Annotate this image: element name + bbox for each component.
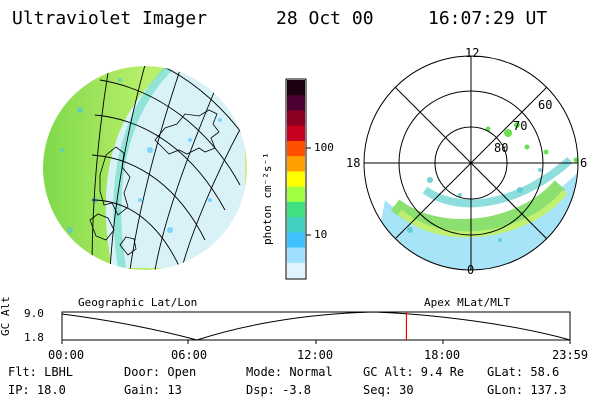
- timeline-xtick-0600: 06:00: [171, 348, 208, 362]
- mlt-label-0: 0: [467, 263, 475, 277]
- info-door: Door: Open: [124, 365, 197, 379]
- colorbar-cell: [287, 171, 305, 188]
- instrument-title: Ultraviolet Imager: [12, 8, 208, 29]
- colorbar-unit-label: photon cm⁻²s⁻¹: [261, 152, 274, 245]
- mlt-label-6: 6: [580, 156, 588, 170]
- info-glon: GLon: 137.3: [487, 383, 567, 397]
- colorbar-cell: [287, 110, 305, 127]
- date-label: 28 Oct 00: [276, 8, 374, 29]
- lat-label-60: 60: [538, 98, 553, 112]
- mlt-label-12: 12: [465, 46, 480, 60]
- geographic-image: [43, 66, 247, 270]
- colorbar-cell: [287, 125, 305, 142]
- colorbar-cell: [287, 232, 305, 249]
- colorbar-cell: [287, 186, 305, 203]
- polar-image: [363, 55, 579, 271]
- info-gain: Gain: 13: [124, 383, 182, 397]
- colorbar-cell: [287, 262, 305, 279]
- timeline-ytick-9: 9.0: [24, 307, 44, 320]
- colorbar-cell: [287, 156, 305, 172]
- colorbar-cell: [287, 247, 305, 264]
- lat-label-70: 70: [513, 119, 528, 133]
- info-gc-alt: GC Alt: 9.4 Re: [363, 365, 465, 379]
- timeline-plot: [61, 311, 571, 344]
- colorbar-cell: [287, 80, 305, 96]
- timeline-xtick-0000: 00:00: [48, 348, 85, 362]
- colorbar-cell: [287, 217, 305, 233]
- colorbar-tick-100: 100: [314, 141, 334, 154]
- info-dsp: Dsp: -3.8: [246, 383, 312, 397]
- colorbar-cell: [287, 201, 305, 218]
- geographic-panel-label: Geographic Lat/Lon: [78, 296, 198, 309]
- colorbar-tick-10: 10: [314, 228, 328, 241]
- info-glat: GLat: 58.6: [487, 365, 560, 379]
- apex-panel-label: Apex MLat/MLT: [424, 296, 511, 309]
- colorbar-cell: [287, 140, 305, 157]
- info-seq: Seq: 30: [363, 383, 414, 397]
- info-mode: Mode: Normal: [246, 365, 333, 379]
- mlt-label-18: 18: [346, 156, 361, 170]
- timeline-xtick-1800: 18:00: [424, 348, 461, 362]
- info-filter: Flt: LBHL: [8, 365, 74, 379]
- timeline-xtick-1200: 12:00: [297, 348, 334, 362]
- time-label: 16:07:29 UT: [428, 8, 548, 29]
- lat-label-80: 80: [494, 141, 509, 155]
- timeline-axis-label: GC Alt: [0, 296, 12, 336]
- colorbar-cell: [287, 95, 305, 111]
- timeline-ytick-1-8: 1.8: [24, 331, 44, 344]
- timeline-xtick-2359: 23:59: [552, 348, 589, 362]
- info-ip: IP: 18.0: [8, 383, 66, 397]
- colorbar: [285, 78, 311, 280]
